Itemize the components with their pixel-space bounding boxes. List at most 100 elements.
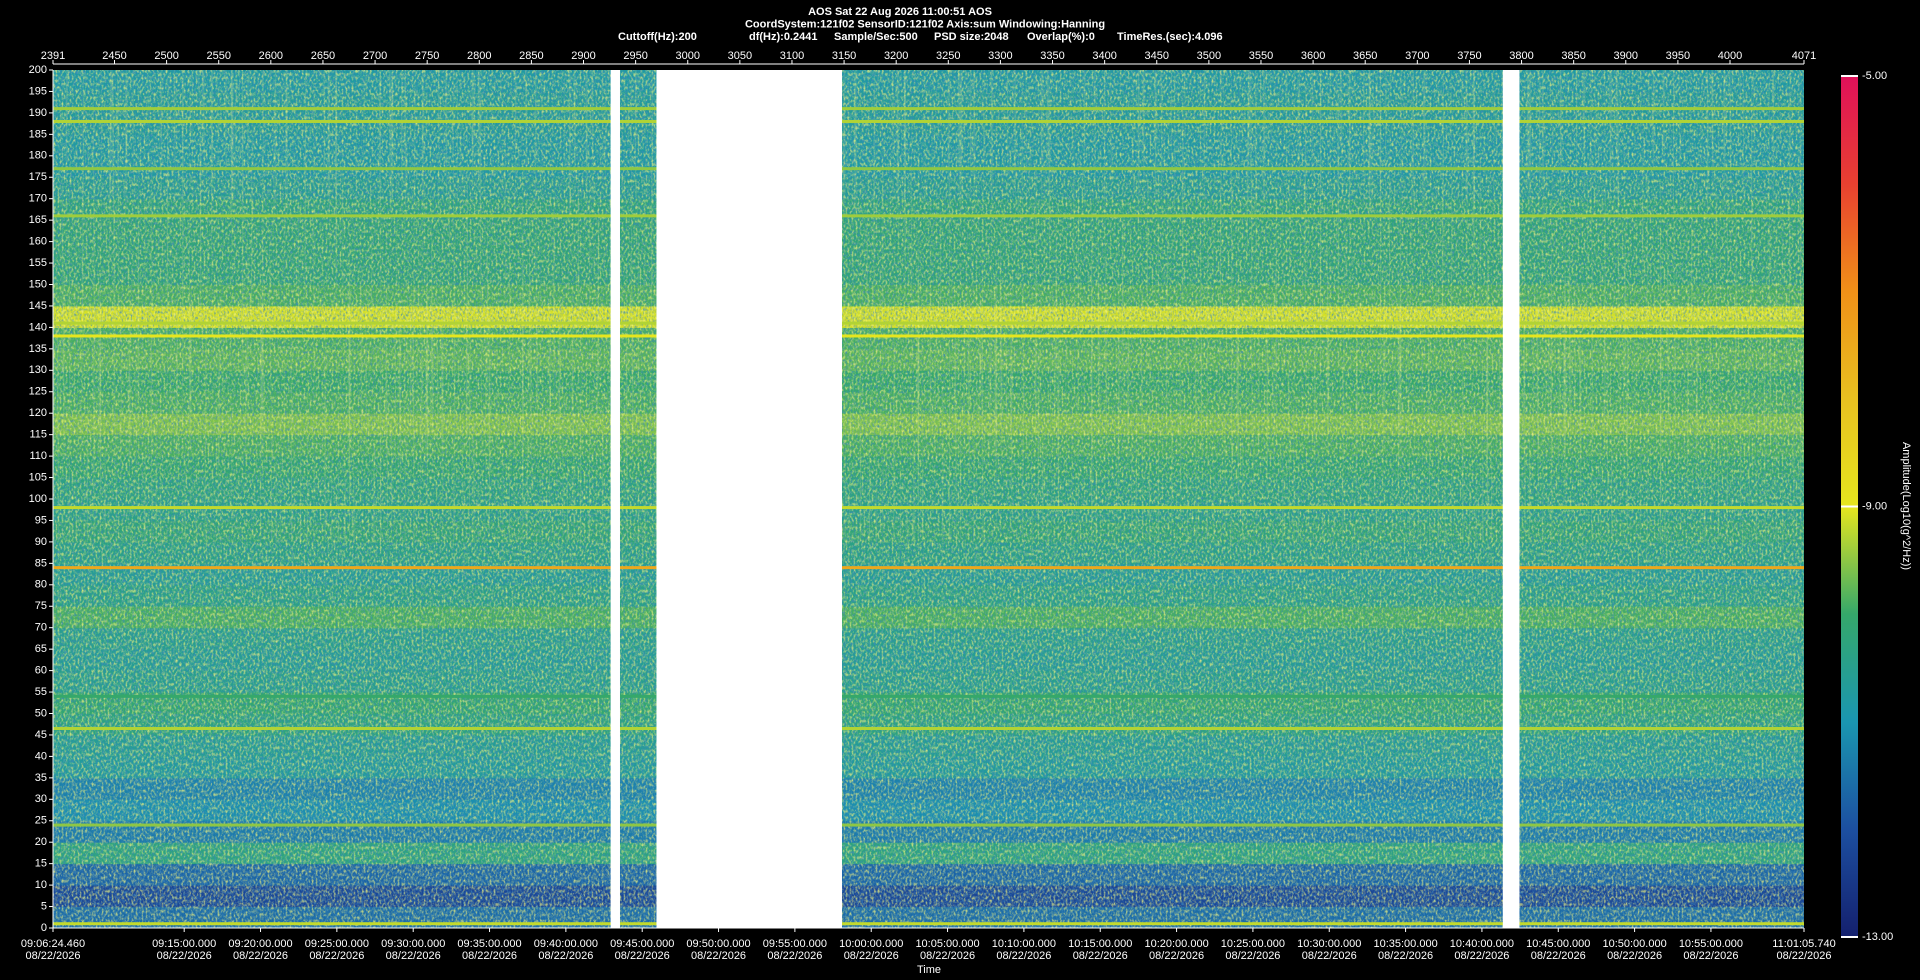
x-tick-label: 10:30:00.000	[1297, 938, 1361, 950]
chart-subtitle: CoordSystem:121f02 SensorID:121f02 Axis:…	[745, 18, 1105, 30]
x-tick-label: 10:05:00.000	[915, 938, 979, 950]
y-tick-label: 165	[29, 214, 47, 226]
x2-tick-label: 3600	[1301, 50, 1325, 62]
y-tick-label: 160	[29, 236, 47, 248]
y-tick-label: 105	[29, 471, 47, 483]
spectral-line	[53, 823, 1804, 827]
spectral-line	[53, 922, 1804, 926]
parameter: df(Hz):0.2441	[749, 31, 817, 43]
spectral-line	[53, 727, 1804, 731]
x2-tick-label: 3850	[1561, 50, 1585, 62]
parameter: TimeRes.(sec):4.096	[1117, 31, 1223, 43]
spectral-line	[53, 334, 1804, 338]
data-gap	[656, 70, 842, 928]
data-gap	[610, 70, 620, 928]
y-tick-label: 145	[29, 300, 47, 312]
plot-area	[53, 70, 1804, 928]
spectral-line	[53, 214, 1804, 218]
y-tick-label: 95	[35, 514, 47, 526]
y-tick-label: 55	[35, 686, 47, 698]
x-tick-label: 10:25:00.000	[1221, 938, 1285, 950]
x-tick-label: 09:15:00.000	[152, 938, 216, 950]
x2-tick-label: 3750	[1457, 50, 1481, 62]
x-tick-label: 09:20:00.000	[228, 938, 292, 950]
x-tick-date: 08/22/2026	[1454, 950, 1509, 962]
y-tick-label: 155	[29, 257, 47, 269]
x2-tick-label: 2950	[623, 50, 647, 62]
x2-tick-label: 2650	[311, 50, 335, 62]
axes: 0 5 10 15 20 25 30 35 40 45 50 55 60 65 70 75 80 85 90 95 10…	[21, 50, 1893, 962]
parameter: Overlap(%):0	[1027, 31, 1095, 43]
spectral-line	[53, 694, 1804, 698]
x2-tick-label: 3800	[1509, 50, 1533, 62]
y-tick-label: 100	[29, 493, 47, 505]
colorbar-tick-label: -5.00	[1862, 70, 1887, 82]
x2-tick-label: 3650	[1353, 50, 1377, 62]
x-tick-date: 08/22/2026	[462, 950, 517, 962]
x-tick-date: 08/22/2026	[691, 950, 746, 962]
x2-tick-label: 2800	[467, 50, 491, 62]
x2-tick-label: 3300	[988, 50, 1012, 62]
spectral-line	[53, 167, 1804, 171]
x-tick-date: 08/22/2026	[920, 950, 975, 962]
parameter: Sample/Sec:500	[834, 31, 918, 43]
chart-title: AOS Sat 22 Aug 2026 11:00:51 AOS	[808, 6, 992, 18]
y-tick-label: 65	[35, 643, 47, 655]
y-tick-label: 0	[41, 922, 47, 934]
x-tick-label: 10:40:00.000	[1450, 938, 1514, 950]
y-tick-label: 180	[29, 150, 47, 162]
x2-tick-label: 3000	[675, 50, 699, 62]
x-tick-label: 09:45:00.000	[610, 938, 674, 950]
x2-tick-label: 3100	[780, 50, 804, 62]
x-tick-label: 09:55:00.000	[763, 938, 827, 950]
x-tick-label: 09:25:00.000	[305, 938, 369, 950]
x2-tick-label: 3500	[1197, 50, 1221, 62]
x-tick-label: 09:30:00.000	[381, 938, 445, 950]
x-tick-label: 10:00:00.000	[839, 938, 903, 950]
x-tick-label: 09:40:00.000	[534, 938, 598, 950]
x-tick-label: 09:35:00.000	[457, 938, 521, 950]
x2-tick-label: 3950	[1666, 50, 1690, 62]
y-tick-label: 125	[29, 386, 47, 398]
x-tick-date: 08/22/2026	[1683, 950, 1738, 962]
x2-tick-label: 3550	[1249, 50, 1273, 62]
x-tick-date: 08/22/2026	[1776, 950, 1831, 962]
x2-tick-label: 3400	[1092, 50, 1116, 62]
x-tick-label: 10:15:00.000	[1068, 938, 1132, 950]
spectral-line	[53, 566, 1804, 570]
data-gap	[1502, 70, 1520, 928]
y-tick-label: 80	[35, 579, 47, 591]
x-tick-date: 08/22/2026	[615, 950, 670, 962]
x2-tick-label: 2500	[154, 50, 178, 62]
x-tick-date: 08/22/2026	[1149, 950, 1204, 962]
x-axis-label: Time	[917, 964, 941, 976]
y-tick-label: 110	[29, 450, 47, 462]
y-tick-label: 5	[41, 900, 47, 912]
parameter: PSD size:2048	[934, 31, 1009, 43]
x-tick-date: 08/22/2026	[767, 950, 822, 962]
x-tick-label: 10:20:00.000	[1144, 938, 1208, 950]
noise-texture	[53, 70, 1804, 542]
y-tick-label: 20	[35, 836, 47, 848]
x-tick-date: 08/22/2026	[309, 950, 364, 962]
x2-tick-label: 2700	[363, 50, 387, 62]
colorbar-label: Amplitude(Log10(g^2/Hz))	[1900, 442, 1912, 570]
x2-tick-label: 2850	[519, 50, 543, 62]
y-tick-label: 120	[29, 407, 47, 419]
x-tick-label: 11:01:05.740	[1772, 938, 1835, 950]
colorbar-tick-label: -9.00	[1862, 500, 1887, 512]
y-tick-label: 185	[29, 128, 47, 140]
x-tick-date: 08/22/2026	[386, 950, 441, 962]
y-tick-label: 15	[35, 858, 47, 870]
y-tick-label: 35	[35, 772, 47, 784]
x2-tick-label: 2391	[41, 50, 65, 62]
x2-tick-label: 2450	[102, 50, 126, 62]
x-tick-label: 10:45:00.000	[1526, 938, 1590, 950]
x2-tick-label: 2550	[206, 50, 230, 62]
y-tick-label: 200	[29, 64, 47, 76]
y-tick-label: 25	[35, 815, 47, 827]
x-tick-date: 08/22/2026	[1302, 950, 1357, 962]
x-tick-date: 08/22/2026	[1607, 950, 1662, 962]
